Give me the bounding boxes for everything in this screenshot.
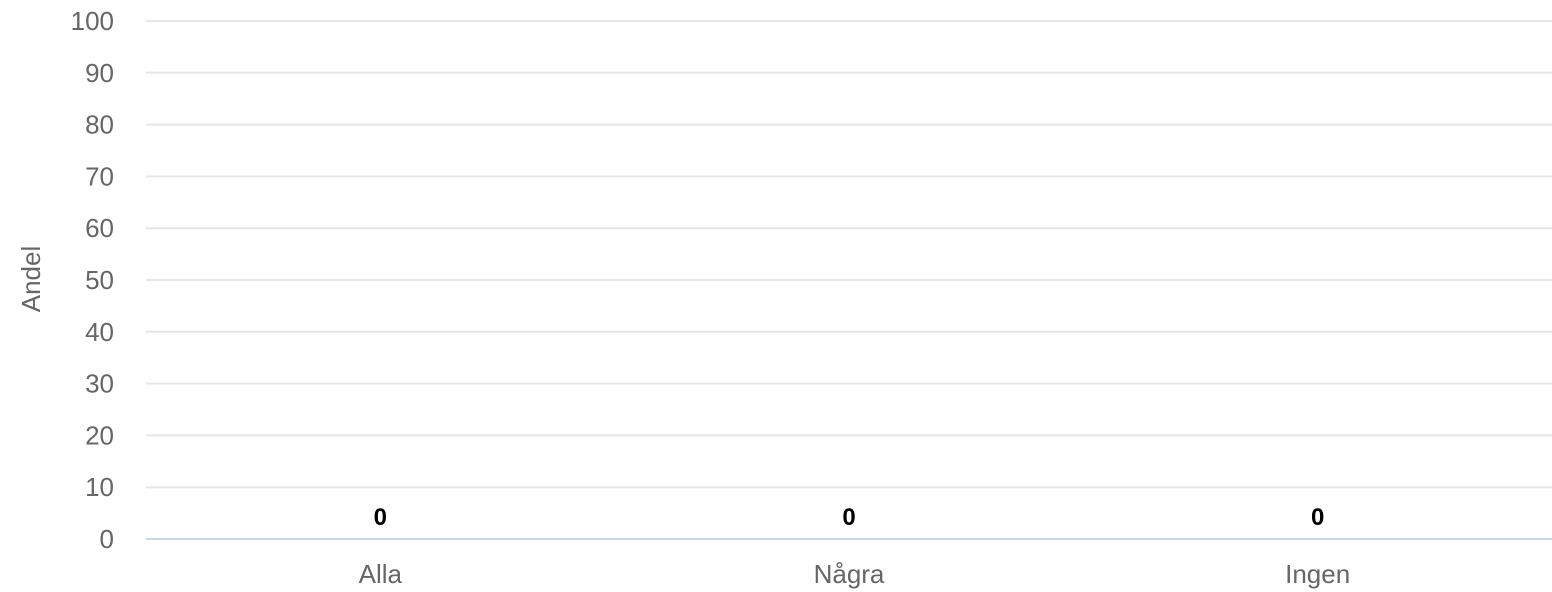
bar-data-label: 0 <box>1311 504 1324 531</box>
y-tick-label: 30 <box>85 369 114 399</box>
y-tick-label: 40 <box>85 317 114 347</box>
x-tick-label: Ingen <box>1285 559 1350 589</box>
grid-lines <box>146 20 1552 489</box>
bar-data-label: 0 <box>374 504 387 531</box>
x-axis-ticks: Alla Några Ingen <box>359 559 1351 589</box>
y-tick-label: 20 <box>85 420 114 450</box>
y-tick-label: 80 <box>85 110 114 140</box>
bar-data-label: 0 <box>842 504 855 531</box>
x-tick-label: Några <box>814 559 885 589</box>
y-tick-label: 70 <box>85 161 114 191</box>
x-tick-label: Alla <box>359 559 403 589</box>
y-tick-label: 10 <box>85 472 114 502</box>
y-axis-ticks: 0 10 20 30 40 50 60 70 80 90 100 <box>71 6 114 554</box>
y-tick-label: 60 <box>85 213 114 243</box>
y-tick-label: 90 <box>85 58 114 88</box>
data-labels: 0 0 0 <box>371 501 1328 534</box>
y-tick-label: 0 <box>100 524 114 554</box>
y-tick-label: 50 <box>85 265 114 295</box>
y-tick-label: 100 <box>71 6 114 36</box>
y-axis-title: Andel <box>16 246 46 313</box>
